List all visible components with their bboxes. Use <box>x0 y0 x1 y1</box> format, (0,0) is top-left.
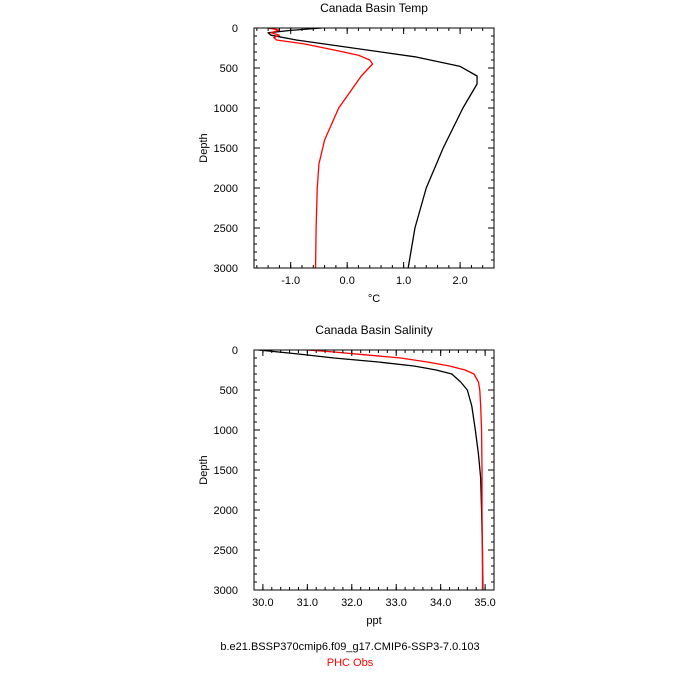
x-tick-label: 32.0 <box>341 597 362 609</box>
y-tick-label: 1500 <box>214 465 238 477</box>
x-tick-label: 31.0 <box>297 597 318 609</box>
salinity-panel: 30.0 31.0 32.0 33.0 34.0 35.0 0 500 1000 1500 2000… <box>198 323 496 627</box>
y-tick-label: 0 <box>232 23 238 35</box>
y-tick-label: 2500 <box>214 223 238 235</box>
y-tick-label: 500 <box>220 385 238 397</box>
temperature-panel: -1.0 0.0 1.0 2.0 0 500 1000 1500 2000 2500 3000 Can… <box>198 1 495 305</box>
chart-title: Canada Basin Temp <box>320 1 428 15</box>
series-line-model <box>258 350 484 590</box>
series-line-obs <box>268 28 374 268</box>
x-tick-label: 1.0 <box>396 275 411 287</box>
y-tick-label: 0 <box>232 345 238 357</box>
y-tick-label: 1000 <box>214 425 238 437</box>
x-tick-label: 30.0 <box>252 597 273 609</box>
x-tick-label: 34.0 <box>430 597 451 609</box>
x-axis-label: °C <box>368 293 380 305</box>
x-tick-label: -1.0 <box>281 275 300 287</box>
y-tick-label: 2000 <box>214 183 238 195</box>
y-tick-label: 2500 <box>214 545 238 557</box>
y-axis-label: Depth <box>198 133 210 162</box>
plot-frame <box>253 349 495 591</box>
y-tick-label: 500 <box>220 63 238 75</box>
chart-title: Canada Basin Salinity <box>315 323 432 337</box>
legend-model-label: b.e21.BSSP370cmip6.f09_g17.CMIP6-SSP3-7.… <box>220 641 480 653</box>
y-axis-label: Depth <box>198 455 210 484</box>
plot-frame <box>253 27 495 269</box>
y-tick-label: 1000 <box>214 103 238 115</box>
y-tick-label: 1500 <box>214 143 238 155</box>
series-line-model <box>267 28 478 268</box>
x-tick-label: 0.0 <box>340 275 355 287</box>
series-line-obs <box>307 350 484 590</box>
y-tick-label: 3000 <box>214 263 238 275</box>
x-tick-label: 35.0 <box>474 597 495 609</box>
x-axis-label: ppt <box>366 615 381 627</box>
x-tick-label: 33.0 <box>386 597 407 609</box>
x-tick-label: 2.0 <box>452 275 467 287</box>
y-tick-label: 3000 <box>214 585 238 597</box>
legend-obs-label: PHC Obs <box>326 657 374 669</box>
y-tick-label: 2000 <box>214 505 238 517</box>
